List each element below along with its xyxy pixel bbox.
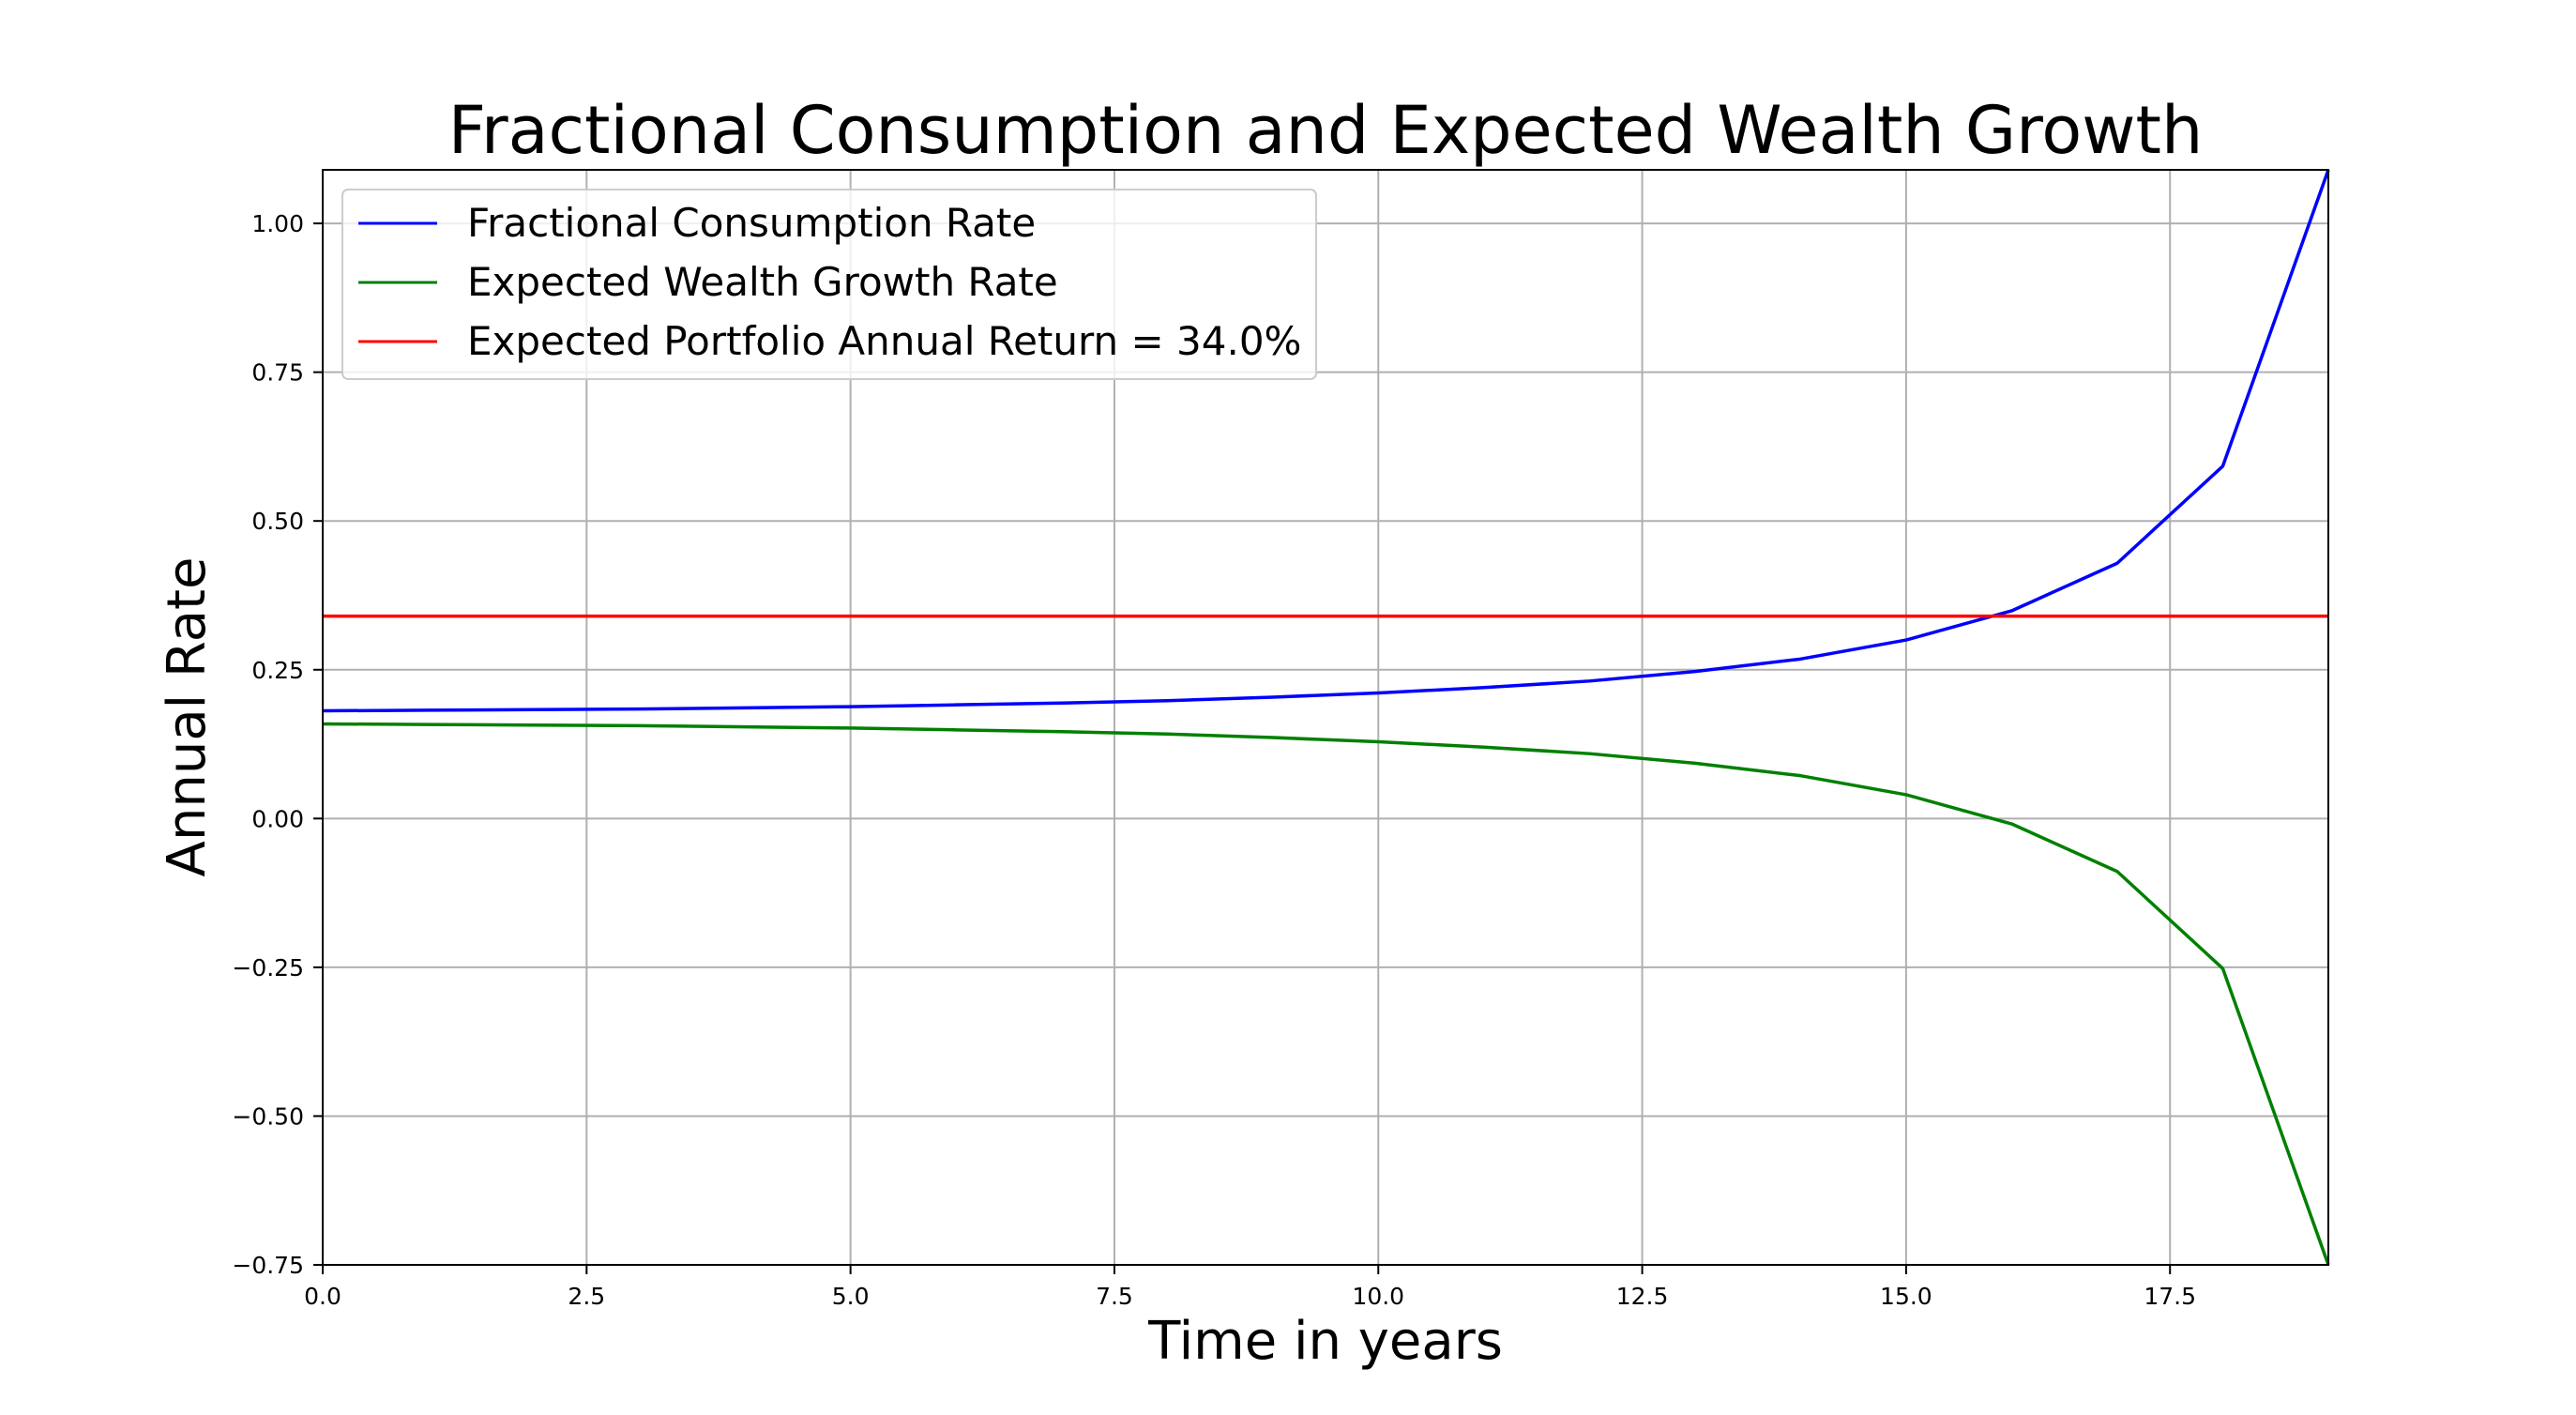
x-tick-label: 7.5: [1096, 1283, 1133, 1310]
y-tick-label: −0.25: [232, 954, 304, 981]
x-tick-label: 12.5: [1616, 1283, 1669, 1310]
plot-frame: [322, 169, 2329, 1266]
y-tick-label: 0.00: [251, 805, 304, 832]
x-axis-label: Time in years: [1147, 1311, 1503, 1372]
legend-label-consumption: Fractional Consumption Rate: [467, 200, 1036, 246]
x-tick-label: 2.5: [568, 1283, 605, 1310]
legend-label-wealth: Expected Wealth Growth Rate: [467, 259, 1058, 305]
legend-box: [341, 189, 1317, 380]
y-tick-label: −0.50: [232, 1103, 304, 1130]
y-tick-label: −0.75: [232, 1252, 304, 1279]
x-tick-label: 17.5: [2144, 1283, 2196, 1310]
x-tick-label: 5.0: [832, 1283, 870, 1310]
y-tick-label: 0.75: [251, 359, 304, 387]
series-lines: [322, 169, 2330, 1266]
y-tick-label: 0.25: [251, 657, 304, 684]
legend: Fractional Consumption Rate Expected Wea…: [341, 189, 1317, 380]
axis-ticks: 0.0 2.5 5.0 7.5 10.0 12.5 15.0 17.5 −0.75 −0.50 −0…: [232, 210, 2196, 1310]
y-tick-label: 0.50: [251, 508, 304, 535]
x-tick-label: 10.0: [1352, 1283, 1404, 1310]
chart-title: Fractional Consumption and Expected Weal…: [448, 92, 2204, 169]
x-tick-label: 0.0: [304, 1283, 341, 1310]
legend-label-portfolio-return: Expected Portfolio Annual Return = 34.0%: [467, 318, 1301, 364]
x-tick-label: 15.0: [1880, 1283, 1932, 1310]
y-axis-label: Annual Rate: [157, 557, 218, 877]
y-tick-label: 1.00: [251, 210, 304, 237]
expected-wealth-growth-line: [322, 722, 2330, 1266]
